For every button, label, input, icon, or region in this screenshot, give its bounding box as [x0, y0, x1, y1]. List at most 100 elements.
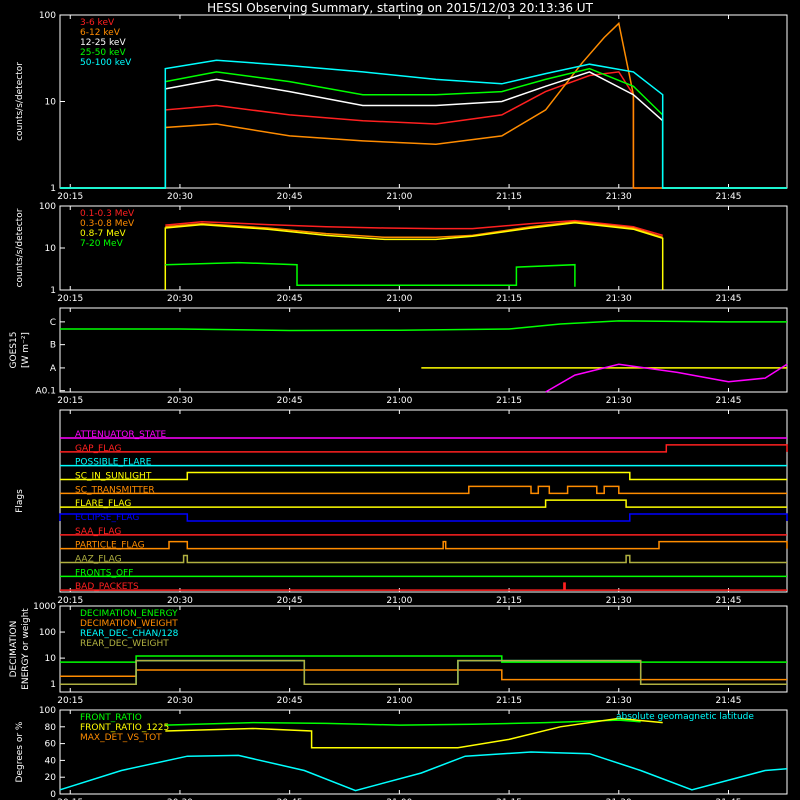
legend-entry: DECIMATION_WEIGHT [80, 619, 178, 629]
series-line [60, 59, 787, 189]
legend-entry: 12-25 keV [80, 38, 126, 48]
x-tick-label: 21:30 [606, 798, 632, 800]
flag-label: PARTICLE_FLAG [75, 541, 145, 551]
x-tick-label: 21:45 [716, 192, 742, 202]
series-line [60, 659, 787, 685]
series-line [60, 71, 787, 189]
legend-entry: FRONT_RATIO [80, 713, 142, 723]
series-line [60, 71, 787, 189]
series-line [60, 67, 787, 189]
x-tick-label: 21:15 [496, 798, 522, 800]
flag-line [60, 471, 787, 481]
flag-line [59, 513, 788, 522]
y-axis-label: counts/s/detector [15, 208, 25, 287]
series-line [165, 221, 663, 239]
x-tick-label: 21:00 [386, 396, 412, 406]
plot-title: HESSI Observing Summary, starting on 201… [207, 1, 593, 15]
panel-6: Degrees or % 20:15 20:30 20:45 21:00 21:15 21:… [15, 706, 788, 800]
y-axis-label: GOES15 [9, 332, 19, 369]
x-tick-label: 20:15 [57, 396, 83, 406]
y-axis-label: Flags [15, 489, 25, 513]
x-tick-label: 20:45 [277, 294, 303, 304]
series-line [60, 669, 787, 681]
flag-label: ECLIPSE_FLAG [75, 513, 139, 523]
legend-entry: 50-100 keV [80, 58, 132, 68]
y-tick-label: 20 [45, 773, 57, 783]
panel-5: DECIMATION ENERGY or weight 20:15 20:30 20:4… [9, 602, 788, 706]
y-tick-label: 80 [45, 723, 57, 733]
y-axis-label: Degrees or % [15, 721, 25, 782]
x-tick-label: 21:30 [606, 192, 632, 202]
panel-3: GOES15 [W m⁻²] 20:15 20:30 20:45 21:00 21:15 21… [9, 307, 788, 406]
x-tick-label: 20:30 [167, 192, 193, 202]
flag-label: POSSIBLE_FLARE [75, 458, 152, 468]
x-tick-label: 20:15 [57, 294, 83, 304]
x-tick-label: 20:15 [57, 596, 83, 606]
y-tick-label: A0.1 [36, 387, 56, 397]
y-tick-label: 10 [45, 654, 57, 664]
series-line [545, 363, 788, 393]
panel-4: Flags 20:15 20:30 20:45 21:00 21:15 21:30 21:45… [15, 409, 788, 606]
panel-frame [59, 709, 788, 795]
flag-label: ATTENUATOR_STATE [75, 430, 167, 440]
flag-label: BAD_PACKETS [75, 582, 139, 592]
flag-line [60, 540, 788, 550]
y-tick-label: C [50, 318, 56, 328]
panel-2: counts/s/detector 20:15 20:30 20:45 21:00 21:… [15, 202, 788, 304]
x-tick-label: 20:15 [57, 696, 83, 706]
flag-label: SAA_FLAG [75, 527, 121, 537]
x-tick-label: 21:45 [716, 396, 742, 406]
legend-entry: MAX_DET_VS_TOT [80, 733, 162, 743]
series-line [60, 655, 787, 663]
y-tick-label: 40 [45, 756, 57, 766]
legend-entry: 3-6 keV [80, 18, 115, 28]
panel-frame [59, 307, 788, 393]
flag-line [60, 485, 787, 495]
y-tick-label: 0 [50, 790, 56, 800]
series-line [165, 261, 576, 287]
y-tick-label: 10 [45, 98, 57, 108]
y-axis-label: [W m⁻²] [21, 332, 31, 368]
x-tick-label: 20:30 [167, 396, 193, 406]
x-tick-label: 21:30 [606, 294, 632, 304]
y-axis-label: DECIMATION [9, 621, 19, 678]
x-tick-label: 20:45 [277, 696, 303, 706]
flag-label: GAP_FLAG [75, 444, 121, 454]
flag-label: AAZ_FLAG [75, 555, 122, 565]
y-tick-label: B [50, 341, 56, 351]
x-tick-label: 21:15 [496, 192, 522, 202]
y-tick-label: 100 [39, 628, 56, 638]
y-tick-label: 1 [50, 680, 56, 690]
legend-entry: absolute geomagnetic latitude [616, 712, 754, 722]
y-tick-label: 1 [50, 184, 56, 194]
flag-label: FRONTS_OFF [75, 568, 133, 578]
y-tick-label: 60 [45, 740, 57, 750]
flag-label: SC_IN_SUNLIGHT [75, 472, 152, 482]
y-axis-label: ENERGY or weight [21, 608, 31, 690]
x-tick-label: 21:30 [606, 696, 632, 706]
legend-entry: DECIMATION_ENERGY [80, 609, 178, 619]
legend-entry: REAR_DEC_WEIGHT [80, 639, 169, 649]
x-tick-label: 21:45 [716, 596, 742, 606]
legend-entry: 25-50 keV [80, 48, 126, 58]
x-tick-label: 21:45 [716, 294, 742, 304]
flag-line [60, 499, 787, 508]
x-tick-label: 21:15 [496, 396, 522, 406]
series-line [165, 219, 663, 237]
x-tick-label: 21:00 [386, 696, 412, 706]
flag-label: SC_TRANSMITTER [75, 485, 155, 495]
y-tick-label: A [50, 364, 57, 374]
x-tick-label: 21:45 [716, 696, 742, 706]
x-tick-label: 21:30 [606, 396, 632, 406]
x-tick-label: 20:45 [277, 596, 303, 606]
legend-entry: FRONT_RATIO_1225 [80, 723, 169, 733]
legend-entry: 0.8-7 MeV [80, 229, 126, 239]
x-tick-label: 21:00 [386, 294, 412, 304]
legend-entry: REAR_DEC_CHAN/128 [80, 629, 179, 639]
x-tick-label: 20:30 [167, 294, 193, 304]
x-tick-label: 20:45 [277, 798, 303, 800]
y-axis-label: counts/s/detector [15, 62, 25, 141]
x-tick-label: 21:00 [386, 596, 412, 606]
flag-line [60, 582, 787, 591]
